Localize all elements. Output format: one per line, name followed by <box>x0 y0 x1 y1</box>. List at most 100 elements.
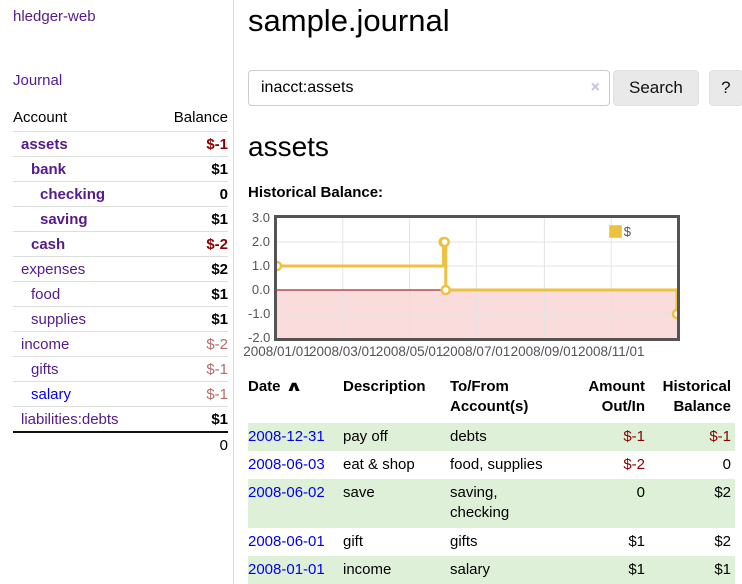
accounts-table: Account Balance assets $-1 bank $1 check… <box>13 106 228 457</box>
legend-label: $ <box>623 224 631 239</box>
balance-column-header: Balance <box>173 109 228 126</box>
account-row: expenses $2 <box>13 256 228 282</box>
transaction-amount: $-1 <box>574 422 649 451</box>
transaction-accounts: saving, checking <box>450 479 574 528</box>
transaction-row: 2008-06-03 eat & shop food, supplies $-2… <box>248 451 735 479</box>
page-title: sample.journal <box>248 3 450 38</box>
transaction-row: 2008-06-02 save saving, checking 0 $2 <box>248 479 735 528</box>
account-balance: $-1 <box>155 131 228 157</box>
transaction-accounts: debts <box>450 422 574 451</box>
transaction-row: 2008-01-01 income salary $1 $1 <box>248 555 735 584</box>
account-row: bank $1 <box>13 156 228 182</box>
account-link[interactable]: bank <box>31 161 67 178</box>
search-input[interactable] <box>248 70 610 106</box>
transaction-description: pay off <box>343 422 450 451</box>
account-link[interactable]: food <box>31 286 61 303</box>
chart-legend: $ <box>608 224 631 239</box>
account-link[interactable]: checking <box>40 186 106 203</box>
x-axis-tick-label: 2008/03/01 <box>308 344 377 359</box>
account-link[interactable]: supplies <box>31 311 87 328</box>
help-button[interactable]: ? <box>708 70 742 106</box>
account-link[interactable]: gifts <box>31 361 59 378</box>
account-link[interactable]: saving <box>40 211 88 228</box>
transaction-date-link[interactable]: 2008-01-01 <box>248 560 325 578</box>
balance-column-header: Historical Balance <box>662 378 731 415</box>
x-axis-tick-label: 2008/01/01 <box>243 344 311 359</box>
chart-x-axis: 2008/01/01 2008/03/01 2008/05/01 2008/07/01… <box>243 344 688 360</box>
account-heading: assets <box>248 131 329 162</box>
register-table: Date ∧ Description To/From Account(s) Amo… <box>248 373 735 584</box>
chart-canvas[interactable] <box>277 218 677 338</box>
accounts-total-row: 0 <box>13 431 228 457</box>
account-balance: 0 <box>155 181 228 207</box>
transaction-date-link[interactable]: 2008-06-01 <box>248 532 325 550</box>
transaction-amount: $1 <box>574 555 649 584</box>
description-column-header: Description <box>343 378 426 395</box>
transaction-date-link[interactable]: 2008-12-31 <box>248 427 325 445</box>
y-axis-tick-label: 2.0 <box>251 234 270 249</box>
main-content: sample.journal × Search ? assets Histori… <box>234 0 742 584</box>
account-balance: $2 <box>155 256 228 282</box>
transaction-balance: $1 <box>649 555 735 584</box>
account-balance: $1 <box>155 306 228 332</box>
accounts-total-balance: 0 <box>155 431 228 457</box>
balance-chart: 3.0 2.0 1.0 0.0 -1.0 -2.0 $ 2008/01/01 2008/03… <box>243 210 688 360</box>
transaction-amount: 0 <box>574 479 649 528</box>
account-balance: $1 <box>155 206 228 232</box>
y-axis-tick-label: 3.0 <box>251 210 270 225</box>
transaction-description: eat & shop <box>343 455 415 473</box>
account-column-header: To/From Account(s) <box>450 378 529 415</box>
account-balance: $-1 <box>155 381 228 407</box>
transaction-accounts: food, supplies <box>450 455 543 473</box>
transaction-accounts: salary <box>450 555 574 584</box>
account-row: liabilities:debts $1 <box>13 406 228 432</box>
x-axis-tick-label: 2008/09/01 <box>510 344 579 359</box>
legend-swatch <box>608 225 622 238</box>
account-row: salary $-1 <box>13 381 228 407</box>
transaction-date-link[interactable]: 2008-06-03 <box>248 455 325 473</box>
transaction-balance: 0 <box>722 455 731 473</box>
sidebar: hledger-web Journal Account Balance asse… <box>0 0 234 584</box>
chart-plot-area[interactable]: $ <box>274 215 680 341</box>
account-link[interactable]: assets <box>21 136 68 153</box>
account-link[interactable]: liabilities:debts <box>21 411 119 428</box>
account-column-header: Account <box>13 109 68 126</box>
clear-search-icon[interactable]: × <box>590 79 600 96</box>
amount-column-header: Amount Out/In <box>588 378 645 415</box>
account-balance: $1 <box>155 156 228 182</box>
account-balance: $-2 <box>155 331 228 357</box>
transaction-amount: $1 <box>628 532 645 550</box>
accounts-table-header-row: Account Balance <box>13 106 228 132</box>
account-row: gifts $-1 <box>13 356 228 382</box>
search-button[interactable]: Search <box>613 70 699 106</box>
x-axis-tick-label: 2008/11/01 <box>577 344 645 359</box>
transaction-balance: $-1 <box>649 422 735 451</box>
app-title-link[interactable]: hledger-web <box>13 8 96 25</box>
account-link[interactable]: cash <box>31 236 66 253</box>
account-row: supplies $1 <box>13 306 228 332</box>
chart-title: Historical Balance: <box>248 184 384 201</box>
account-row: income $-2 <box>13 331 228 357</box>
transaction-description: gift <box>343 532 364 550</box>
transaction-amount: $-2 <box>623 455 645 473</box>
account-link[interactable]: income <box>21 336 70 353</box>
account-row: food $1 <box>13 281 228 307</box>
account-link[interactable]: salary <box>31 386 72 403</box>
account-balance: $-2 <box>155 231 228 257</box>
account-row: assets $-1 <box>13 131 228 157</box>
transaction-accounts: gifts <box>450 532 478 550</box>
account-balance: $1 <box>155 406 228 432</box>
account-link[interactable]: expenses <box>21 261 86 278</box>
transaction-balance: $2 <box>649 479 735 528</box>
sort-ascending-icon[interactable]: ∧ <box>284 378 303 395</box>
y-axis-tick-label: 0.0 <box>251 282 270 297</box>
transaction-row: 2008-06-01 gift gifts $1 $2 <box>248 528 735 556</box>
y-axis-tick-label: -1.0 <box>248 306 271 321</box>
account-row: saving $1 <box>13 206 228 232</box>
search-form: × Search ? <box>248 70 742 106</box>
x-axis-tick-label: 2008/05/01 <box>375 344 444 359</box>
nav-journal-link[interactable]: Journal <box>13 72 63 89</box>
transaction-row: 2008-12-31 pay off debts $-1 $-1 <box>248 422 735 451</box>
transaction-description: save <box>343 479 450 528</box>
transaction-date-link[interactable]: 2008-06-02 <box>248 484 325 502</box>
